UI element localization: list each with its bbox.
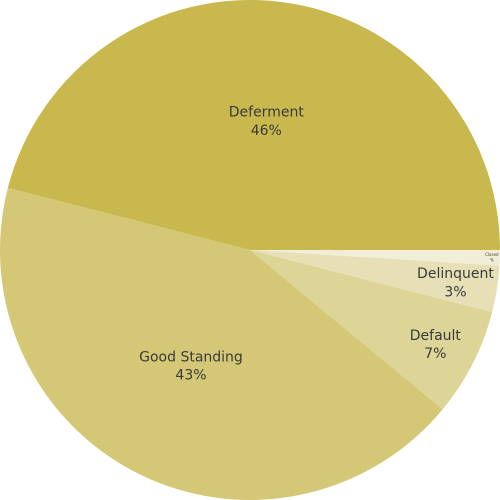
pie-slice [7, 0, 500, 251]
pie-slice [250, 250, 500, 266]
slice-value-label: 7% [424, 346, 446, 362]
pie-slice [250, 250, 500, 313]
slice-label: Deferment [229, 105, 305, 121]
pie-slice [0, 187, 443, 500]
pie-slice [250, 250, 493, 410]
slice-label: Delinquent [417, 266, 494, 282]
slice-value-label: 3% [444, 284, 466, 300]
slice-value-label: 46% [251, 123, 282, 139]
slice-label: Good Standing [139, 349, 243, 365]
slice-value-label: % [490, 257, 494, 262]
slice-value-label: 43% [175, 368, 206, 384]
slice-label: Default [410, 328, 462, 344]
slice-label: Closed [485, 252, 499, 257]
